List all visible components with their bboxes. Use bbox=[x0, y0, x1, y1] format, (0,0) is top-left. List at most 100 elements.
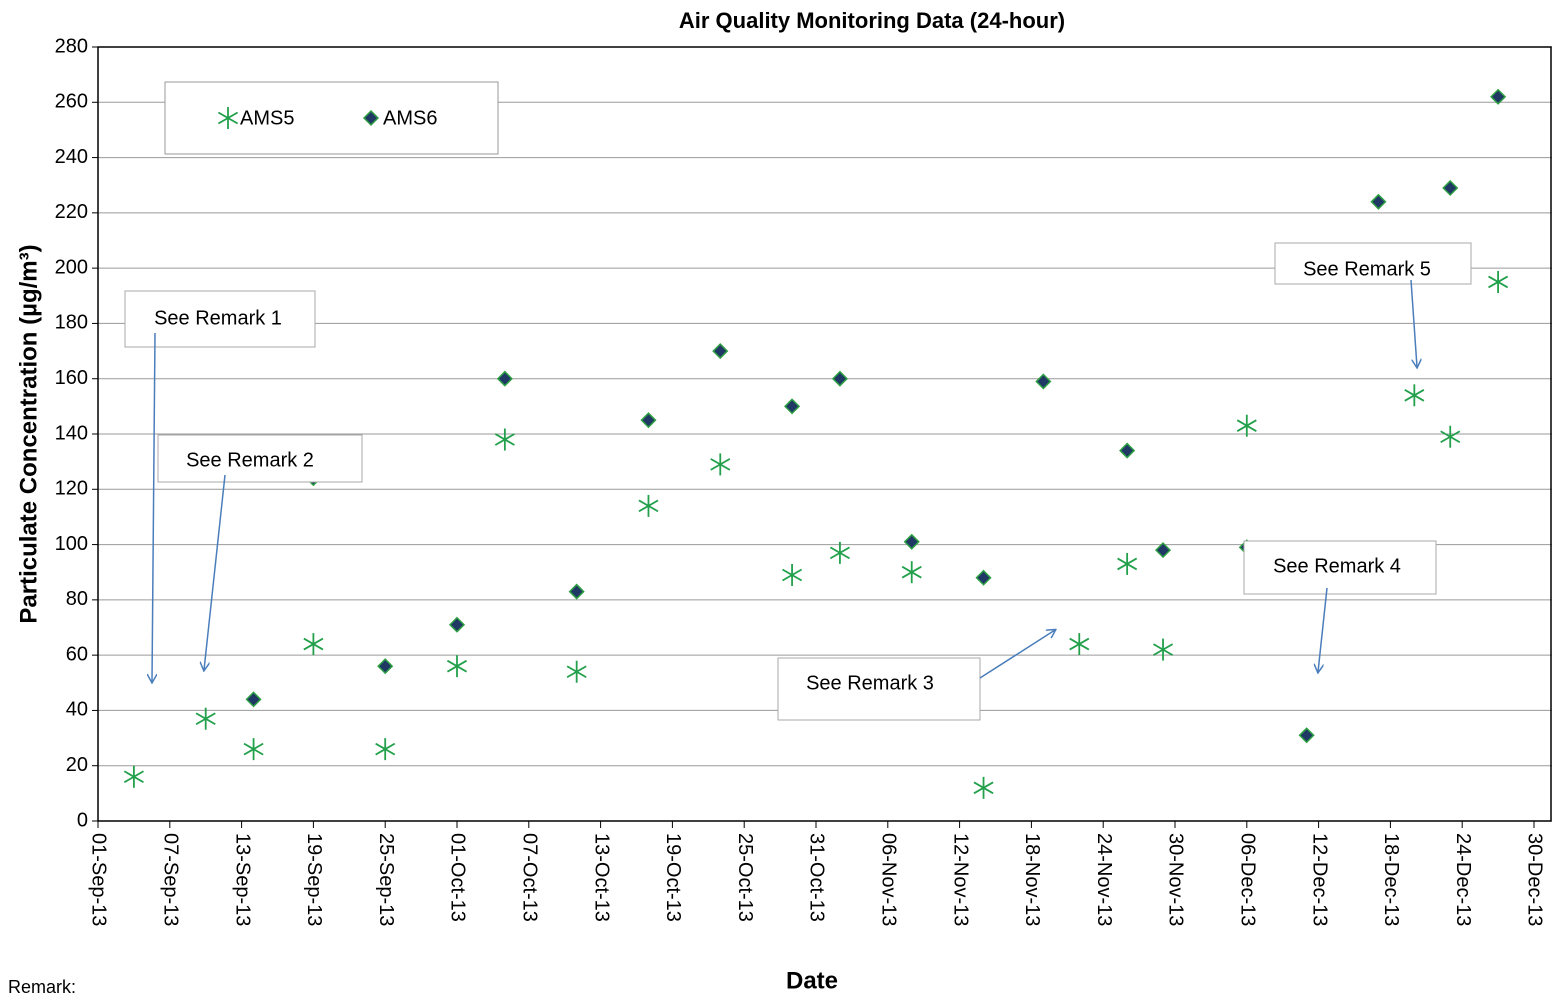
x-tick-label: 24-Nov-13 bbox=[1093, 833, 1115, 926]
point bbox=[640, 412, 657, 429]
y-tick-label: 160 bbox=[55, 367, 88, 389]
x-tick-label: 25-Sep-13 bbox=[375, 833, 397, 926]
x-tick-label: 06-Nov-13 bbox=[878, 833, 900, 926]
point-stroke bbox=[829, 546, 850, 560]
point bbox=[446, 655, 468, 678]
point bbox=[448, 616, 466, 633]
point-stroke bbox=[375, 742, 396, 756]
point-stroke bbox=[195, 712, 216, 726]
x-tick-label: 18-Nov-13 bbox=[1021, 833, 1043, 926]
point-stroke bbox=[1440, 430, 1461, 444]
point bbox=[784, 398, 801, 415]
x-tick-label: 07-Sep-13 bbox=[160, 833, 182, 926]
point bbox=[303, 633, 324, 656]
annotation: See Remark 2 bbox=[186, 449, 314, 471]
annotations: See Remark 1 See Remark 2 See Remark 3 S… bbox=[124, 242, 1472, 721]
x-tick-label: 19-Sep-13 bbox=[303, 833, 325, 926]
x-tick-label: 01-Oct-13 bbox=[447, 833, 469, 922]
y-tick-label: 60 bbox=[66, 643, 88, 665]
annotation: See Remark 3 bbox=[806, 672, 934, 694]
x-tick-label: 06-Dec-13 bbox=[1237, 833, 1259, 926]
point-stroke bbox=[123, 770, 144, 784]
x-axis-label: Date bbox=[786, 967, 838, 994]
annotation-arrow bbox=[979, 630, 1055, 679]
y-tick-label: 0 bbox=[77, 809, 88, 831]
point-stroke bbox=[1069, 637, 1090, 651]
point-stroke bbox=[217, 111, 239, 125]
x-tick-label: 13-Oct-13 bbox=[590, 833, 612, 922]
y-axis-label: Particulate Concentration (µg/m³) bbox=[15, 244, 42, 623]
point bbox=[1154, 542, 1172, 559]
point bbox=[496, 370, 513, 387]
chart-title: Air Quality Monitoring Data (24-hour) bbox=[679, 8, 1065, 33]
legend-box bbox=[164, 81, 499, 155]
point bbox=[1069, 633, 1090, 656]
point-stroke bbox=[494, 433, 515, 446]
point-stroke bbox=[1488, 275, 1509, 289]
plot-border bbox=[97, 46, 1552, 822]
point bbox=[375, 738, 396, 761]
footnote: Remark: bbox=[8, 977, 76, 994]
point bbox=[243, 738, 264, 761]
x-tick-label: 12-Nov-13 bbox=[949, 833, 971, 926]
point bbox=[903, 533, 920, 550]
annotation-box bbox=[124, 290, 316, 348]
x-tick-label: 24-Dec-13 bbox=[1452, 833, 1474, 926]
annotation-arrow bbox=[204, 474, 226, 670]
y-tick-label: 80 bbox=[66, 588, 88, 610]
y-tick-label: 280 bbox=[55, 35, 88, 57]
annotation-box bbox=[1243, 540, 1437, 595]
y-tick-label: 220 bbox=[55, 201, 88, 223]
x-tick-label: 30-Dec-13 bbox=[1524, 833, 1546, 926]
point-stroke bbox=[901, 565, 922, 579]
y-tick-label: 20 bbox=[66, 754, 88, 776]
point-stroke bbox=[710, 458, 731, 471]
point bbox=[782, 563, 803, 586]
point-stroke bbox=[446, 659, 468, 673]
point bbox=[195, 707, 216, 730]
point bbox=[568, 583, 585, 600]
annotation-arrow bbox=[1410, 279, 1417, 367]
point-stroke bbox=[973, 781, 994, 795]
legend-label: AMS5 bbox=[240, 107, 294, 129]
x-tick-label: 31-Oct-13 bbox=[806, 833, 828, 922]
point bbox=[1236, 414, 1257, 437]
y-tick-label: 120 bbox=[55, 478, 88, 500]
x-tick-label: 12-Dec-13 bbox=[1308, 833, 1330, 926]
y-tick-label: 100 bbox=[55, 533, 88, 555]
point-stroke bbox=[1404, 389, 1425, 402]
y-tick-label: 260 bbox=[55, 91, 88, 113]
annotation-box bbox=[777, 657, 981, 721]
point bbox=[831, 370, 848, 387]
point bbox=[829, 541, 850, 564]
point bbox=[975, 569, 992, 586]
point-stroke bbox=[782, 568, 803, 582]
point-stroke bbox=[303, 637, 324, 651]
point-stroke bbox=[243, 742, 264, 756]
y-tick-label: 200 bbox=[55, 256, 88, 278]
legend-marker bbox=[217, 107, 239, 129]
y-tick-label: 240 bbox=[55, 146, 88, 168]
annotation-arrow bbox=[152, 332, 155, 682]
point-stroke bbox=[638, 499, 659, 513]
legend-label: AMS6 bbox=[383, 107, 437, 129]
point bbox=[710, 453, 731, 476]
point bbox=[901, 561, 922, 584]
x-tick-label: 13-Sep-13 bbox=[231, 833, 253, 926]
point bbox=[245, 691, 262, 708]
annotation: See Remark 4 bbox=[1273, 555, 1401, 577]
point bbox=[1440, 425, 1461, 448]
point bbox=[1370, 193, 1387, 210]
y-tick-label: 40 bbox=[66, 699, 88, 721]
point bbox=[1119, 442, 1136, 459]
annotation-arrow bbox=[1318, 587, 1328, 672]
point bbox=[566, 660, 587, 683]
point bbox=[1442, 179, 1459, 197]
x-tick-label: 18-Dec-13 bbox=[1380, 833, 1402, 926]
annotation-box bbox=[157, 434, 363, 483]
point bbox=[1153, 638, 1174, 661]
point bbox=[973, 776, 994, 799]
point bbox=[712, 343, 729, 360]
